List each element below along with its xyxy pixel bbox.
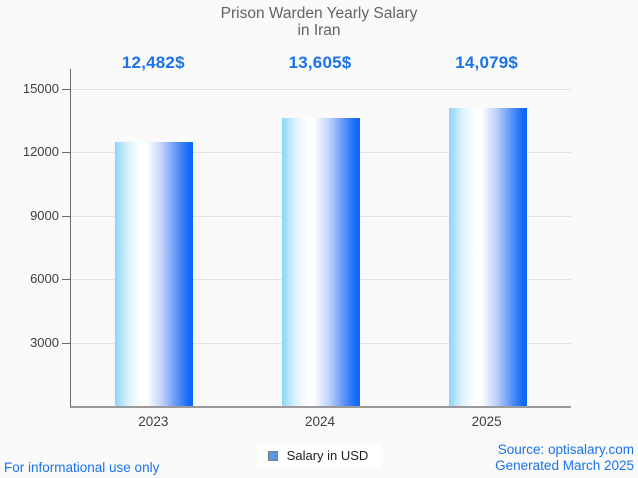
y-axis-tick: [62, 89, 71, 90]
y-axis-label: 12000: [22, 144, 59, 160]
x-axis-label: 2025: [471, 414, 502, 429]
y-axis-label: 15000: [22, 81, 59, 96]
chart-title-line1: Prison Warden Yearly Salary: [220, 5, 418, 22]
x-axis-label: 2024: [304, 414, 336, 429]
bar-value-label: 12,482$: [121, 53, 185, 72]
informational-note: For informational use only: [4, 460, 160, 475]
gridline: [71, 89, 571, 90]
bar-2024[interactable]: [282, 118, 360, 406]
bar-value-label: 13,605$: [288, 53, 352, 72]
bar-2023[interactable]: [115, 142, 194, 406]
y-axis-label: 9000: [30, 207, 59, 223]
legend-marker-square-icon: [267, 450, 278, 461]
y-axis-tick: [62, 152, 71, 154]
y-axis-tick: [62, 215, 71, 217]
legend-box: Salary in USD: [257, 445, 381, 467]
chart-title: Prison Warden Yearly Salary in Iran: [0, 5, 638, 39]
x-axis-labels-row: 2023 2024 2025: [70, 414, 570, 432]
bar-2025[interactable]: [448, 108, 527, 406]
y-axis-label: 6000: [30, 271, 59, 287]
plot-area: 3000 6000 9000 12000 15000: [23, 69, 571, 408]
y-axis-tick: [62, 342, 71, 344]
source-link[interactable]: Source: optisalary.com: [497, 442, 634, 457]
bar-value-label: 14,079$: [455, 53, 519, 72]
legend: Salary in USD: [0, 445, 638, 467]
bar-value-labels-row: 12,482$ 13,605$ 14,079$: [70, 53, 570, 73]
y-axis-label: 3000: [30, 334, 59, 350]
legend-label: Salary in USD: [286, 448, 369, 463]
x-axis-label: 2023: [138, 414, 169, 429]
source-block: Source: optisalary.com Generated March 2…: [495, 442, 634, 474]
y-axis-tick: [62, 279, 71, 281]
chart-title-line2: in Iran: [297, 22, 341, 39]
generated-date: Generated March 2025: [495, 458, 634, 473]
